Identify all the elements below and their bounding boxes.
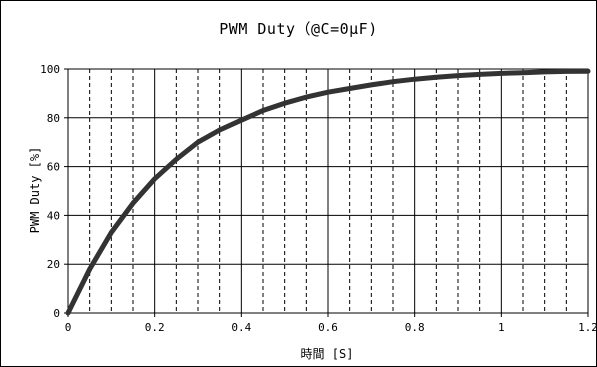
x-tick-label: 1: [498, 321, 505, 334]
data-point: [369, 83, 373, 87]
y-tick-label: 60: [47, 161, 60, 174]
y-tick-label: 40: [47, 209, 60, 222]
data-point: [218, 128, 222, 132]
data-point: [543, 70, 547, 74]
x-tick-label: 0: [65, 321, 72, 334]
data-point: [174, 157, 178, 161]
data-point: [153, 177, 157, 181]
data-point: [261, 108, 265, 112]
data-point: [478, 72, 482, 76]
data-point: [304, 95, 308, 99]
x-tick-label: 0.4: [231, 321, 251, 334]
x-tick-label: 1.2: [578, 321, 597, 334]
data-point: [564, 69, 568, 73]
data-point: [88, 267, 92, 271]
data-point: [456, 74, 460, 78]
x-tick-label: 0.8: [405, 321, 425, 334]
data-point: [391, 80, 395, 84]
y-tick-label: 80: [47, 112, 60, 125]
data-point: [499, 71, 503, 75]
data-point: [109, 230, 113, 234]
data-point: [586, 69, 590, 73]
y-tick-label: 0: [53, 307, 60, 320]
data-point: [196, 140, 200, 144]
x-tick-label: 0.6: [318, 321, 338, 334]
y-tick-label: 100: [40, 63, 60, 76]
x-axis-label: 時間 [S]: [300, 347, 354, 361]
data-point: [348, 87, 352, 91]
data-point: [326, 90, 330, 94]
data-point: [131, 201, 135, 205]
data-point: [66, 311, 70, 315]
data-point: [521, 71, 525, 75]
data-point: [413, 77, 417, 81]
y-tick-label: 20: [47, 258, 60, 271]
data-point: [283, 101, 287, 105]
data-point: [434, 75, 438, 79]
chart-title: PWM Duty（@C=0μF): [219, 20, 378, 38]
data-point: [239, 118, 243, 122]
x-tick-label: 0.2: [145, 321, 165, 334]
